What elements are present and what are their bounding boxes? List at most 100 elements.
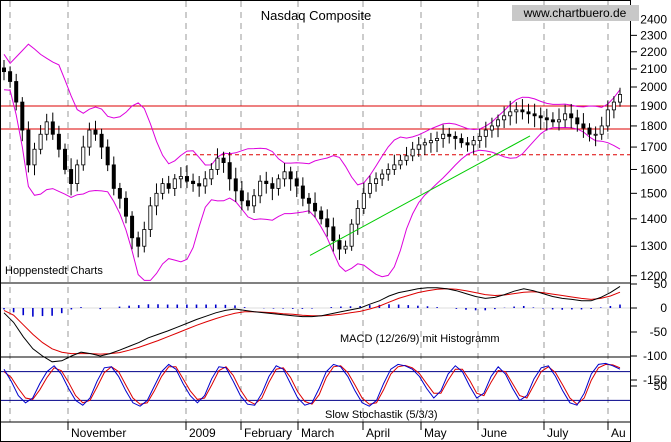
candle-body (593, 133, 598, 136)
macd-label: MACD (12/26/9) mit Histogramm (340, 333, 500, 345)
trendline-layer (309, 135, 531, 256)
candle-body (514, 109, 519, 113)
candle-body (404, 155, 409, 161)
grid-layer (9, 1, 609, 422)
candle-body (550, 119, 555, 123)
candle-body (160, 183, 165, 194)
support-trendline (309, 135, 531, 256)
x-axis-months: November 2009 February March April May June Jul… (67, 422, 626, 440)
candle-body (136, 237, 141, 247)
candle-body (69, 169, 74, 184)
candle-body (337, 240, 342, 250)
macd-tick-label: 50 (654, 277, 668, 291)
candle-body (270, 183, 275, 189)
candle-body (374, 178, 379, 184)
price-tick-label: 2000 (640, 80, 667, 94)
price-tick-label: 2100 (640, 62, 667, 76)
candle-body (38, 133, 43, 150)
price-tick-label: 2200 (640, 45, 667, 59)
candle-body (178, 176, 183, 180)
candle-body (209, 169, 214, 180)
price-tick-label: 1200 (640, 269, 667, 283)
candle-body (142, 229, 147, 247)
macd-tick-label: 0 (660, 301, 667, 315)
price-tick-label: 1700 (640, 140, 667, 154)
candle-body (264, 180, 269, 184)
price-tick-label: 1500 (640, 186, 667, 200)
price-tick-label: 2400 (640, 13, 667, 27)
month-label: May (424, 426, 447, 440)
candle-body (8, 71, 13, 82)
candle-body (44, 121, 49, 135)
candle-body (410, 148, 415, 157)
candle-body (221, 157, 226, 164)
candle-body (483, 129, 488, 137)
candle-body (416, 144, 421, 150)
price-tick-label: 2300 (640, 28, 667, 42)
candle-body (14, 81, 19, 103)
candle-body (557, 119, 562, 123)
candle-body (191, 180, 196, 184)
candle-body (587, 127, 592, 135)
candle-body (447, 133, 452, 137)
candle-body (611, 101, 616, 111)
price-tick-label: 1400 (640, 212, 667, 226)
candle-body (392, 164, 397, 170)
candle-body (26, 129, 31, 166)
price-tick-label: 1900 (640, 99, 667, 113)
candle-body (489, 125, 494, 131)
candle-body (215, 157, 220, 170)
candle-body (471, 140, 476, 146)
candle-body (203, 178, 208, 187)
candle-body (99, 133, 104, 148)
price-tick-label: 1600 (640, 162, 667, 176)
macd-line (3, 285, 621, 363)
candle-body (532, 113, 537, 117)
candle-body (233, 178, 238, 192)
candle-body (245, 200, 250, 207)
candle-body (325, 218, 330, 228)
candle-body (184, 176, 189, 182)
candle-body (544, 117, 549, 121)
candle-body (300, 185, 305, 199)
candle-body (282, 171, 287, 180)
candle-body (618, 94, 623, 103)
month-label: April (366, 426, 390, 440)
resistance-lines (1, 105, 630, 156)
candle-body (508, 111, 513, 117)
macd-panel (1, 285, 630, 363)
candle-body (197, 183, 202, 187)
candle-body (20, 101, 25, 131)
candle-body (386, 169, 391, 175)
month-label: February (244, 426, 292, 440)
candle-body (349, 223, 354, 247)
y-axis-ticks: 1200 1300 1400 1500 1600 1700 1800 1900 2000 2100… (631, 13, 667, 393)
candle-body (398, 159, 403, 166)
bollinger-bands (3, 43, 621, 281)
macd-tick-label: -150 (643, 373, 667, 387)
chart-title: Nasdaq Composite (261, 8, 372, 23)
stoch-d-line (3, 363, 621, 405)
candle-body (306, 197, 311, 204)
price-tick-label: 1800 (640, 119, 667, 133)
candle-body (258, 180, 263, 197)
candle-body (599, 125, 604, 135)
candle-body (331, 226, 336, 241)
stochastic-panel (1, 362, 630, 407)
candle-body (343, 245, 348, 250)
candle-body (154, 192, 159, 207)
macd-signal-line (3, 288, 621, 355)
candle-body (130, 215, 135, 239)
month-label: 2009 (189, 426, 216, 440)
candle-body (75, 164, 80, 184)
candle-body (294, 178, 299, 187)
candle-body (87, 129, 92, 148)
candle-body (2, 67, 7, 73)
month-label: June (481, 426, 507, 440)
candle-body (56, 133, 61, 150)
candle-body (355, 208, 360, 225)
candle-body (422, 142, 427, 146)
source-label: www.chartbuero.de (523, 6, 627, 20)
candle-body (105, 146, 110, 166)
candle-body (453, 135, 458, 139)
